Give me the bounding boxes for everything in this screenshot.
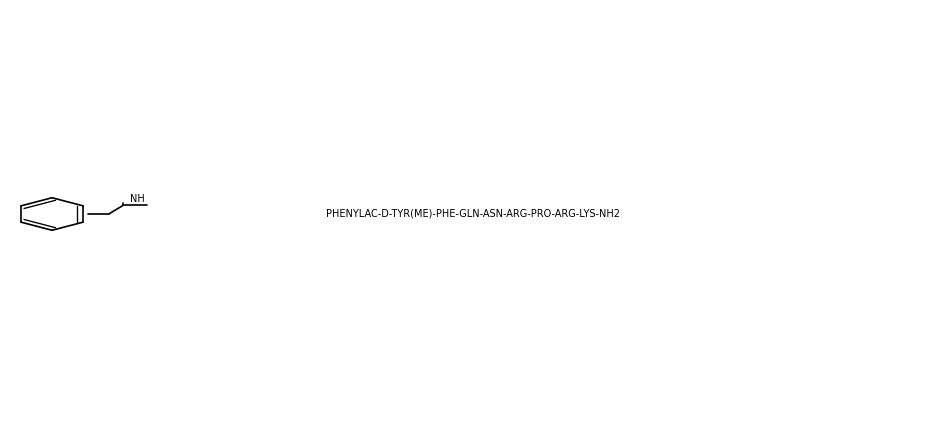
- Text: PHENYLAC-D-TYR(ME)-PHE-GLN-ASN-ARG-PRO-ARG-LYS-NH2: PHENYLAC-D-TYR(ME)-PHE-GLN-ASN-ARG-PRO-A…: [326, 209, 620, 219]
- Text: NH: NH: [130, 194, 145, 204]
